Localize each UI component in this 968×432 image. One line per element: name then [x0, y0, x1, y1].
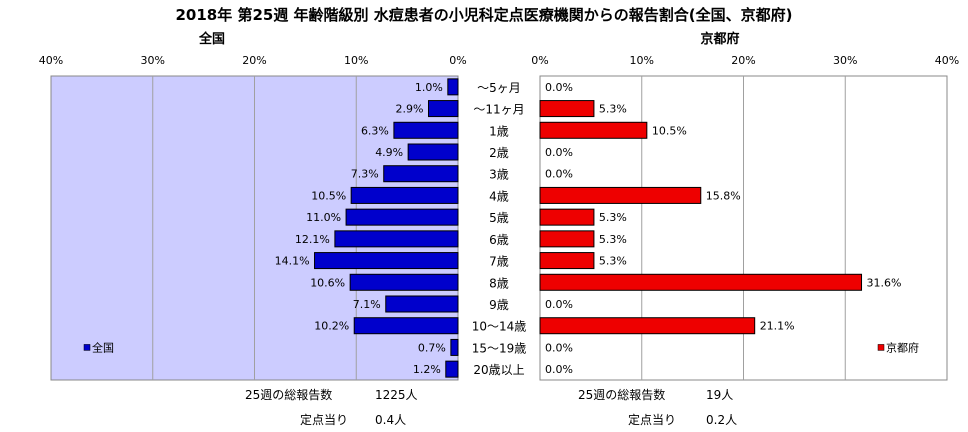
left-bar	[349, 273, 459, 291]
kyoto-per-label: 定点当り	[628, 413, 677, 427]
left-tick-label: 10%	[344, 54, 368, 67]
category-label: 5歳	[489, 211, 509, 225]
left-bar	[345, 208, 459, 226]
left-data-label: 1.2%	[413, 363, 441, 376]
right-bar	[539, 186, 702, 204]
right-bar	[539, 252, 595, 270]
national-per-value: 0.4人	[375, 413, 407, 427]
right-data-label: 0.0%	[545, 341, 573, 354]
right-bar	[539, 230, 595, 248]
category-label: 8歳	[489, 276, 509, 290]
right-data-label: 0.0%	[545, 298, 573, 311]
right-data-label: 5.3%	[599, 255, 627, 268]
left-tick-label: 0%	[449, 54, 466, 67]
left-bar	[447, 78, 459, 96]
national-total-label: 25週の総報告数	[245, 388, 333, 402]
left-data-label: 2.9%	[396, 103, 424, 116]
left-data-label: 10.2%	[314, 320, 349, 333]
right-bar	[539, 273, 863, 291]
category-label: 10～14歳	[472, 320, 527, 334]
left-data-label: 10.5%	[311, 189, 346, 202]
right-legend-swatch	[877, 344, 885, 351]
left-data-label: 7.3%	[351, 168, 379, 181]
left-data-label: 1.0%	[415, 81, 443, 94]
left-data-label: 14.1%	[275, 255, 310, 268]
right-data-label: 15.8%	[706, 189, 741, 202]
right-data-label: 10.5%	[652, 124, 687, 137]
left-bar	[353, 317, 459, 335]
right-data-label: 21.1%	[760, 320, 795, 333]
left-data-label: 6.3%	[361, 124, 389, 137]
left-data-label: 12.1%	[295, 233, 330, 246]
kyoto-total-label: 25週の総報告数	[578, 388, 666, 402]
right-bar	[539, 317, 756, 335]
right-bar	[539, 121, 648, 139]
left-legend-label: 全国	[92, 340, 114, 354]
left-bar	[450, 338, 459, 356]
category-label: 3歳	[489, 168, 509, 182]
category-label: 15～19歳	[472, 341, 527, 355]
right-data-label: 5.3%	[599, 103, 627, 116]
right-tick-label: 30%	[833, 54, 857, 67]
right-data-label: 31.6%	[867, 276, 902, 289]
left-data-label: 0.7%	[418, 341, 446, 354]
left-data-label: 10.6%	[310, 276, 345, 289]
kyoto-per-value: 0.2人	[706, 413, 738, 427]
category-label: 4歳	[489, 189, 509, 203]
left-bar	[334, 230, 459, 248]
right-tick-label: 40%	[935, 54, 959, 67]
left-bar	[350, 186, 459, 204]
left-data-label: 7.1%	[353, 298, 381, 311]
left-panel-title: 全国	[198, 32, 226, 47]
category-label: 20歳以上	[473, 363, 524, 377]
category-label: ～5ヶ月	[477, 81, 521, 95]
right-data-label: 5.3%	[599, 233, 627, 246]
left-bar	[445, 360, 459, 378]
left-tick-label: 20%	[242, 54, 266, 67]
category-label: 6歳	[489, 233, 509, 247]
left-legend-swatch	[83, 344, 91, 351]
right-data-label: 0.0%	[545, 363, 573, 376]
left-bar	[385, 295, 459, 313]
left-bar	[393, 121, 459, 139]
right-data-label: 0.0%	[545, 146, 573, 159]
left-data-label: 4.9%	[375, 146, 403, 159]
category-label: 2歳	[489, 146, 509, 160]
category-label: 7歳	[489, 255, 509, 269]
right-data-label: 5.3%	[599, 211, 627, 224]
right-tick-label: 0%	[531, 54, 548, 67]
right-bar	[539, 208, 595, 226]
left-tick-label: 30%	[141, 54, 165, 67]
right-data-label: 0.0%	[545, 81, 573, 94]
category-label: ～11ヶ月	[473, 103, 524, 117]
category-label: 9歳	[489, 298, 509, 312]
right-legend-label: 京都府	[886, 340, 919, 354]
category-label: 1歳	[489, 124, 509, 138]
left-bar	[383, 165, 459, 183]
right-panel-title: 京都府	[700, 32, 740, 47]
left-bar	[407, 143, 459, 161]
right-bar	[539, 100, 595, 118]
left-bar	[314, 252, 459, 270]
right-tick-label: 20%	[731, 54, 755, 67]
left-data-label: 11.0%	[306, 211, 341, 224]
right-tick-label: 10%	[630, 54, 654, 67]
left-bar	[427, 100, 459, 118]
national-total-value: 1225人	[375, 388, 418, 402]
left-tick-label: 40%	[39, 54, 63, 67]
kyoto-total-value: 19人	[706, 388, 734, 402]
chart-title: 2018年 第25週 年齢階級別 水痘患者の小児科定点医療機関からの報告割合(全…	[175, 6, 793, 24]
right-data-label: 0.0%	[545, 168, 573, 181]
national-per-label: 定点当り	[300, 413, 349, 427]
